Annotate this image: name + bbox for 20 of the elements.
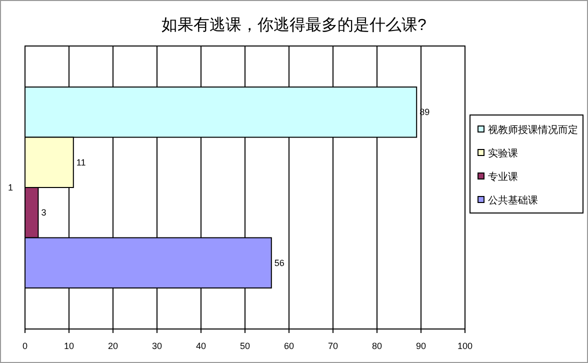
x-tick-label: 70 [328,341,338,351]
x-tick-label: 10 [64,341,74,351]
x-tick-label: 90 [416,341,426,351]
chart-title: 如果有逃课，你逃得最多的是什么课? [162,16,427,34]
legend-label: 公共基础课 [488,194,538,206]
y-tick-label: 1 [8,182,13,192]
data-label: 56 [274,258,284,268]
x-tick-label: 80 [372,341,382,351]
x-tick-label: 30 [152,341,162,351]
data-label: 11 [76,157,86,168]
x-tick-label: 50 [240,341,250,351]
x-tick-label: 100 [457,341,473,351]
x-tick-label: 0 [22,341,28,351]
legend-label: 专业课 [488,171,518,183]
legend-label: 实验课 [488,148,518,160]
x-tick-label: 40 [196,341,206,351]
data-label: 3 [41,208,46,218]
legend-label: 视教师授课情况而定 [488,124,578,136]
x-tick-label: 20 [108,341,118,351]
x-tick-label: 60 [284,341,294,351]
